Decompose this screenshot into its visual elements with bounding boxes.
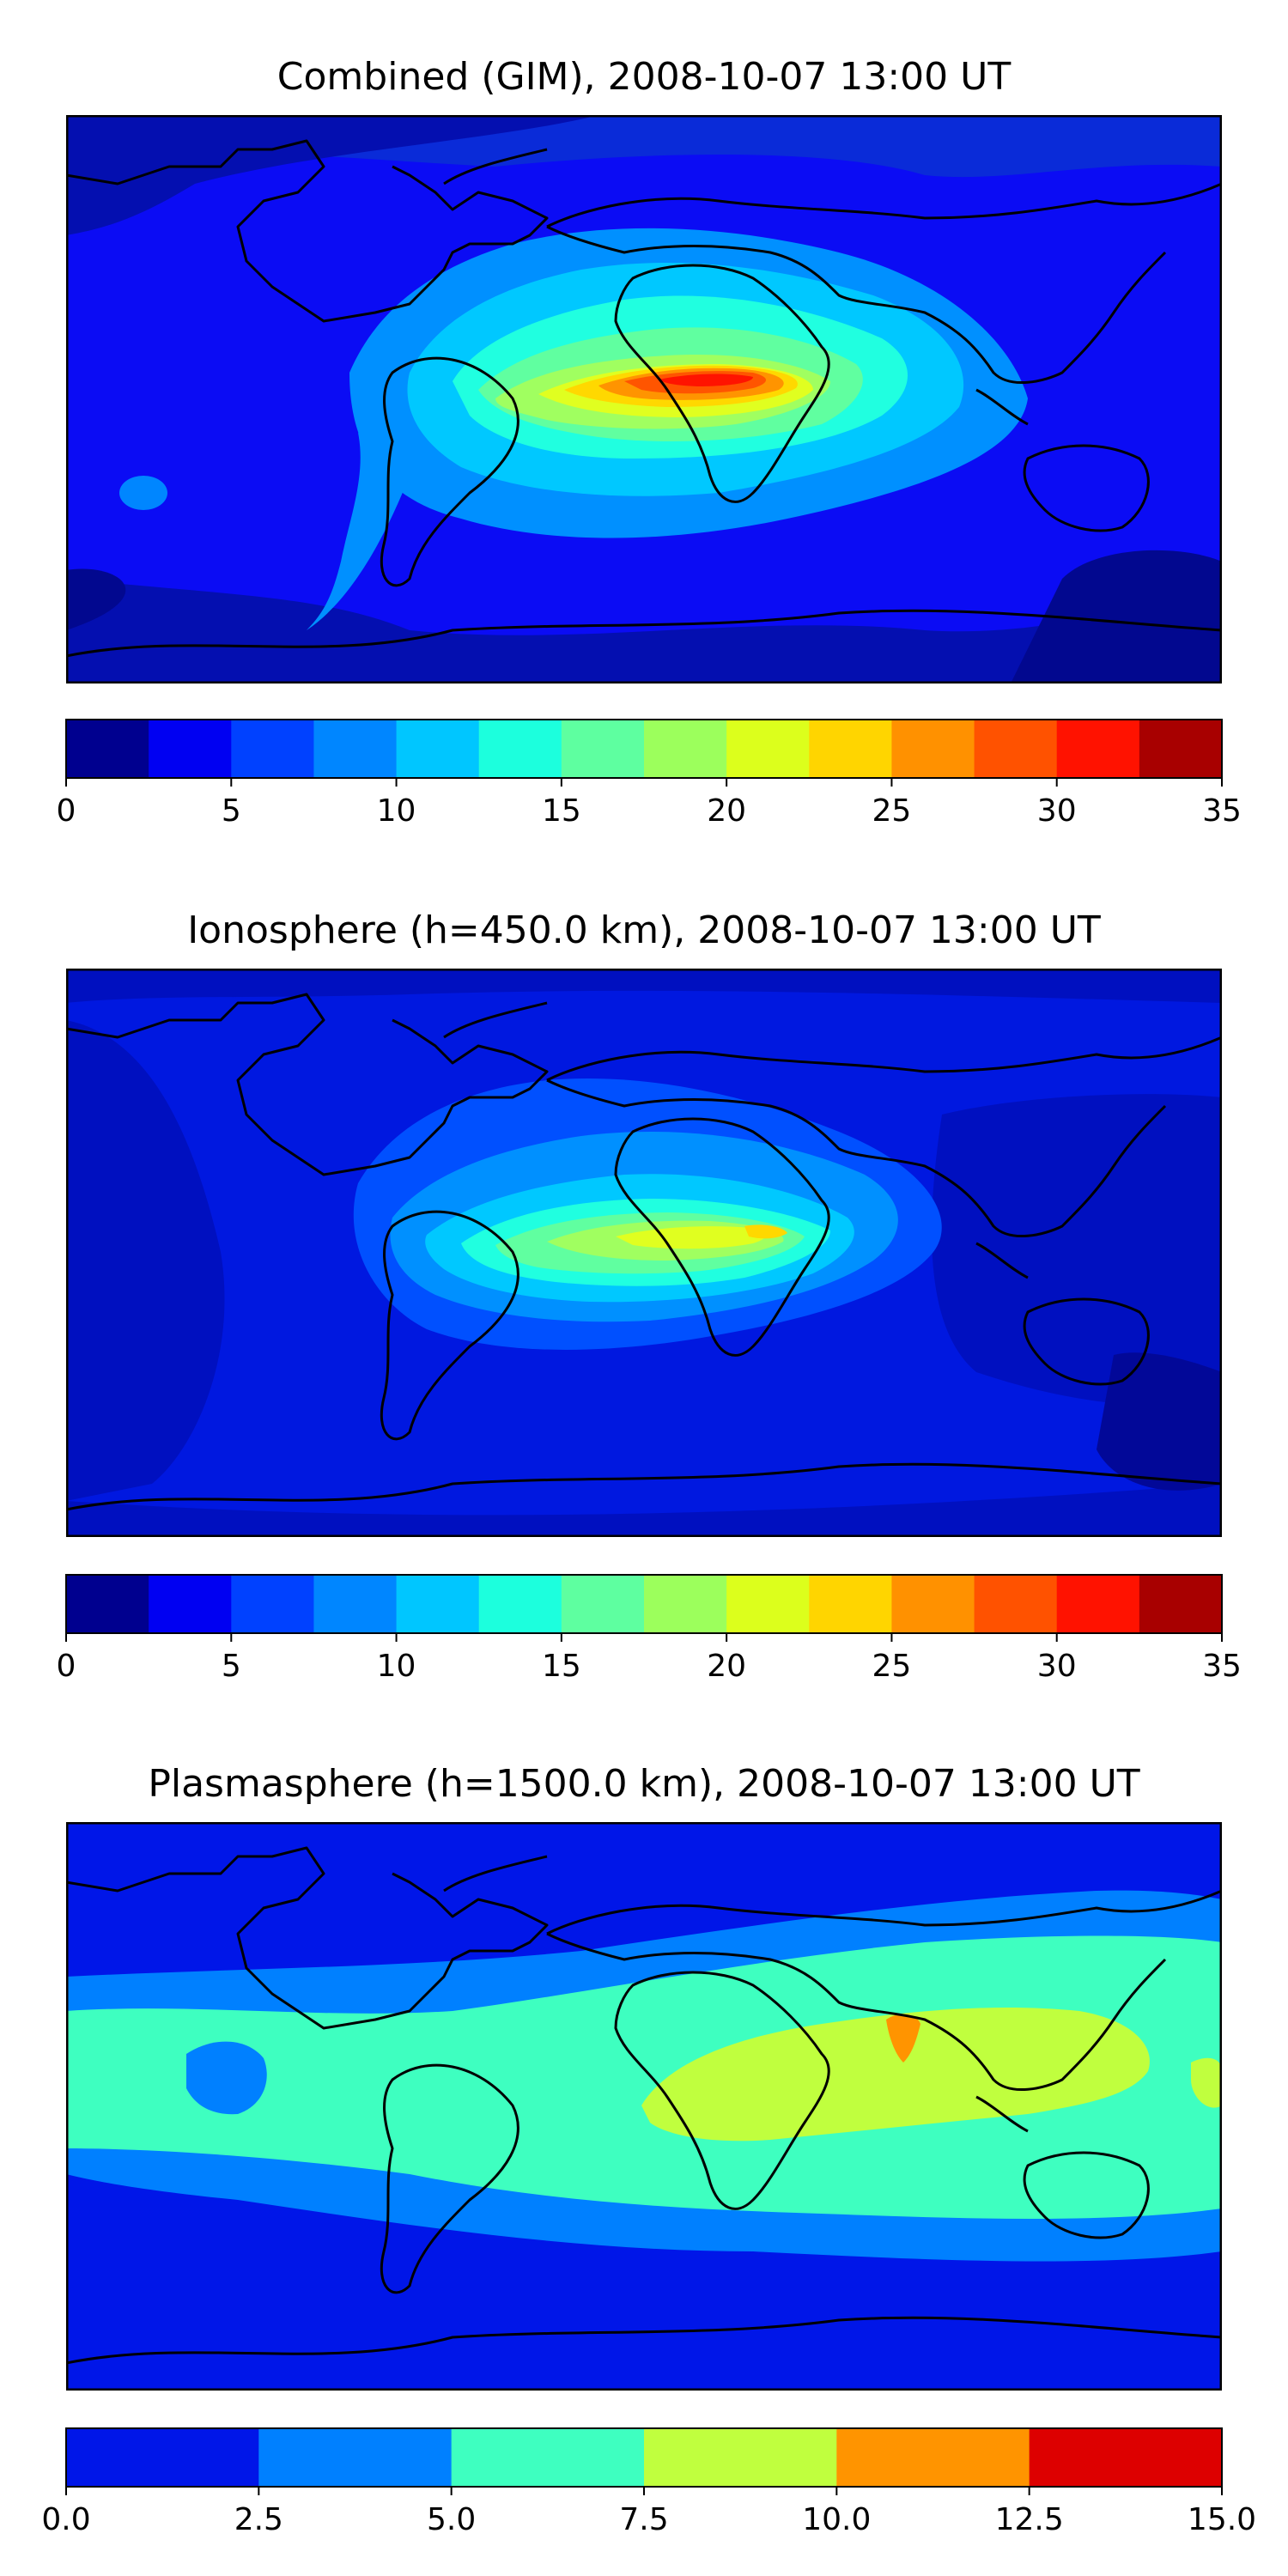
combined-contours — [66, 115, 1222, 683]
ionosphere-colorbar-swatch — [66, 1575, 149, 1633]
ionosphere-colorbar-tick-label: 25 — [872, 1649, 912, 1684]
combined-colorbar-swatch — [478, 720, 562, 778]
combined-colorbar-tick-label: 0 — [57, 793, 76, 829]
combined-colorbar-tick-label: 25 — [872, 793, 912, 829]
combined-colorbar-swatch — [561, 720, 645, 778]
combined-colorbar-tick-label: 5 — [222, 793, 241, 829]
plasmasphere-colorbar-swatch — [258, 2428, 453, 2487]
combined-colorbar-swatch — [809, 720, 893, 778]
ionosphere-colorbar-swatch — [891, 1575, 975, 1633]
plasmasphere-colorbar-swatch — [836, 2428, 1030, 2487]
combined-title: Combined (GIM), 2008-10-07 13:00 UT — [276, 55, 1012, 99]
combined-colorbar-swatch — [149, 720, 232, 778]
ionosphere-colorbar-tick-label: 20 — [707, 1649, 746, 1684]
ionosphere-colorbar-swatch — [231, 1575, 315, 1633]
ionosphere-colorbar-swatch — [1139, 1575, 1223, 1633]
plasmasphere-map-frame — [66, 1822, 1222, 2391]
ionosphere-colorbar-swatch — [644, 1575, 727, 1633]
ionosphere-colorbar-tick-label: 15 — [542, 1649, 581, 1684]
combined-colorbar-swatch — [1139, 720, 1223, 778]
plasmasphere-colorbar-swatches — [66, 2428, 1223, 2487]
plasmasphere-title: Plasmasphere (h=1500.0 km), 2008-10-07 1… — [148, 1762, 1140, 1806]
ionosphere-colorbar-swatch — [561, 1575, 645, 1633]
ionosphere-title: Ionosphere (h=450.0 km), 2008-10-07 13:0… — [187, 908, 1101, 952]
ionosphere-colorbar-swatch — [726, 1575, 810, 1633]
ionosphere-coastlines — [66, 993, 1222, 1511]
combined-colorbar: 0 5 10 15 20 25 30 35 — [57, 719, 1242, 829]
ionosphere-colorbar-tick-label: 10 — [377, 1649, 416, 1684]
ionosphere-colorbar-swatch — [478, 1575, 562, 1633]
plasmasphere-colorbar-tick-label: 12.5 — [995, 2502, 1064, 2537]
ionosphere-colorbar-swatch — [1056, 1575, 1140, 1633]
combined-colorbar-swatches — [66, 720, 1223, 778]
plasmasphere-colorbar-tick-label: 2.5 — [234, 2502, 283, 2537]
combined-colorbar-tick-label: 30 — [1037, 793, 1077, 829]
plasmasphere-tec-map — [66, 1822, 1222, 2391]
combined-colorbar-swatch — [231, 720, 315, 778]
ionosphere-colorbar-tick-label: 0 — [57, 1649, 76, 1684]
plasmasphere-colorbar-tick-label: 10.0 — [802, 2502, 871, 2537]
plasmasphere-colorbar-tick-label: 15.0 — [1188, 2502, 1256, 2537]
combined-colorbar-swatch — [644, 720, 727, 778]
ionosphere-colorbar: 0 5 10 15 20 25 30 35 — [57, 1574, 1242, 1684]
ionosphere-colorbar-swatch — [149, 1575, 232, 1633]
plasmasphere-colorbar-ticks: 0.0 2.5 5.0 7.5 10.0 12.5 15.0 — [41, 2487, 1256, 2537]
plasmasphere-coastlines — [66, 1846, 1222, 2365]
combined-colorbar-ticks: 0 5 10 15 20 25 30 35 — [57, 778, 1242, 829]
ionosphere-colorbar-frame — [65, 1574, 1223, 1634]
combined-colorbar-swatch — [891, 720, 975, 778]
ionosphere-colorbar-swatch — [974, 1575, 1058, 1633]
combined-colorbar-tick-label: 20 — [707, 793, 746, 829]
ionosphere-map-frame — [66, 969, 1222, 1537]
ionosphere-colorbar-swatch — [396, 1575, 480, 1633]
plasmasphere-colorbar-swatch — [1029, 2428, 1223, 2487]
combined-colorbar-swatch — [396, 720, 480, 778]
combined-colorbar-swatch — [1056, 720, 1140, 778]
combined-tec-map — [66, 115, 1222, 683]
ionosphere-colorbar-swatch — [313, 1575, 398, 1633]
plasmasphere-colorbar-tick-label: 0.0 — [41, 2502, 90, 2537]
plasmasphere-colorbar-swatch — [66, 2428, 259, 2487]
ionosphere-colorbar-swatch — [809, 1575, 893, 1633]
plasmasphere-colorbar-tick-label: 5.0 — [427, 2502, 476, 2537]
combined-map-frame — [66, 115, 1222, 683]
plasmasphere-colorbar-swatch — [644, 2428, 837, 2487]
ionosphere-colorbar-ticks: 0 5 10 15 20 25 30 35 — [57, 1633, 1242, 1684]
ionosphere-colorbar-tick-label: 35 — [1202, 1649, 1242, 1684]
combined-colorbar-frame — [65, 719, 1223, 779]
combined-colorbar-tick-label: 35 — [1202, 793, 1242, 829]
combined-colorbar-tick-label: 15 — [542, 793, 581, 829]
combined-colorbar-swatch — [66, 720, 149, 778]
plasmasphere-contours — [66, 1890, 1222, 2262]
combined-colorbar-swatch — [974, 720, 1058, 778]
combined-colorbar-swatch — [726, 720, 810, 778]
ionosphere-colorbar-tick-label: 5 — [222, 1649, 241, 1684]
combined-coastlines — [66, 139, 1222, 658]
combined-colorbar-swatch — [313, 720, 398, 778]
ionosphere-tec-map — [66, 969, 1222, 1537]
combined-colorbar-tick-label: 10 — [377, 793, 416, 829]
plasmasphere-colorbar: 0.0 2.5 5.0 7.5 10.0 12.5 15.0 — [41, 2427, 1256, 2537]
ionosphere-colorbar-swatches — [66, 1575, 1223, 1633]
ionosphere-colorbar-tick-label: 30 — [1037, 1649, 1077, 1684]
plasmasphere-colorbar-swatch — [451, 2428, 645, 2487]
plasmasphere-colorbar-tick-label: 7.5 — [619, 2502, 668, 2537]
